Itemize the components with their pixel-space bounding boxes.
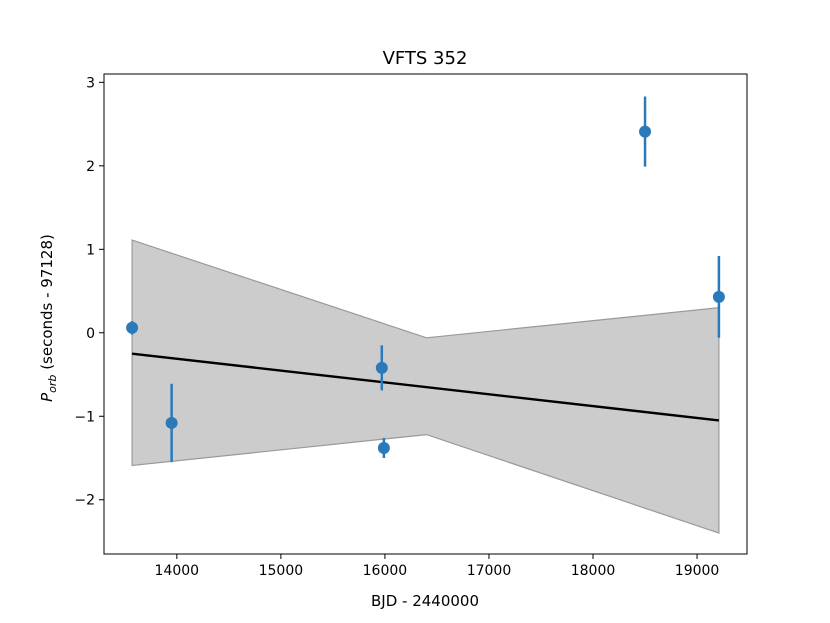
x-tick-label: 14000	[155, 563, 200, 579]
x-axis-label: BJD - 2440000	[371, 592, 479, 610]
chart-title: VFTS 352	[383, 48, 468, 69]
data-point	[639, 96, 652, 167]
data-point	[375, 345, 388, 391]
x-tick-label: 18000	[571, 563, 616, 579]
y-axis-label: Porb (seconds - 97128)	[38, 234, 59, 402]
y-axis-ticks: −2 −1 0 1 2 3	[74, 75, 104, 509]
plot-frame	[103, 73, 748, 555]
data-points	[126, 96, 725, 463]
y-tick-label: −2	[74, 493, 95, 509]
x-axis-ticks: 14000 15000 16000 17000 18000 19000	[155, 554, 720, 579]
x-tick-label: 16000	[363, 563, 408, 579]
x-tick-label: 17000	[467, 563, 512, 579]
y-axis-label-sub: orb	[46, 375, 59, 393]
fit-line-group	[131, 352, 720, 422]
point-marker	[377, 441, 390, 454]
x-tick-label: 19000	[675, 563, 720, 579]
point-marker	[165, 416, 178, 429]
y-tick-label: 1	[86, 242, 95, 258]
data-point	[126, 321, 139, 335]
fit-line	[131, 352, 720, 422]
y-tick-label: 2	[86, 159, 95, 175]
y-axis-label-rest: (seconds - 97128)	[38, 234, 56, 374]
point-marker	[126, 321, 139, 334]
data-point	[165, 383, 178, 463]
y-axis-label-main: P	[38, 392, 56, 402]
x-tick-label: 15000	[259, 563, 304, 579]
point-marker	[712, 290, 725, 303]
y-tick-label: 0	[86, 326, 95, 342]
y-tick-label: −1	[74, 409, 95, 425]
data-point	[712, 255, 725, 338]
y-tick-label: 3	[86, 75, 95, 91]
point-marker	[639, 125, 652, 138]
point-marker	[375, 361, 388, 374]
data-point	[377, 437, 390, 458]
